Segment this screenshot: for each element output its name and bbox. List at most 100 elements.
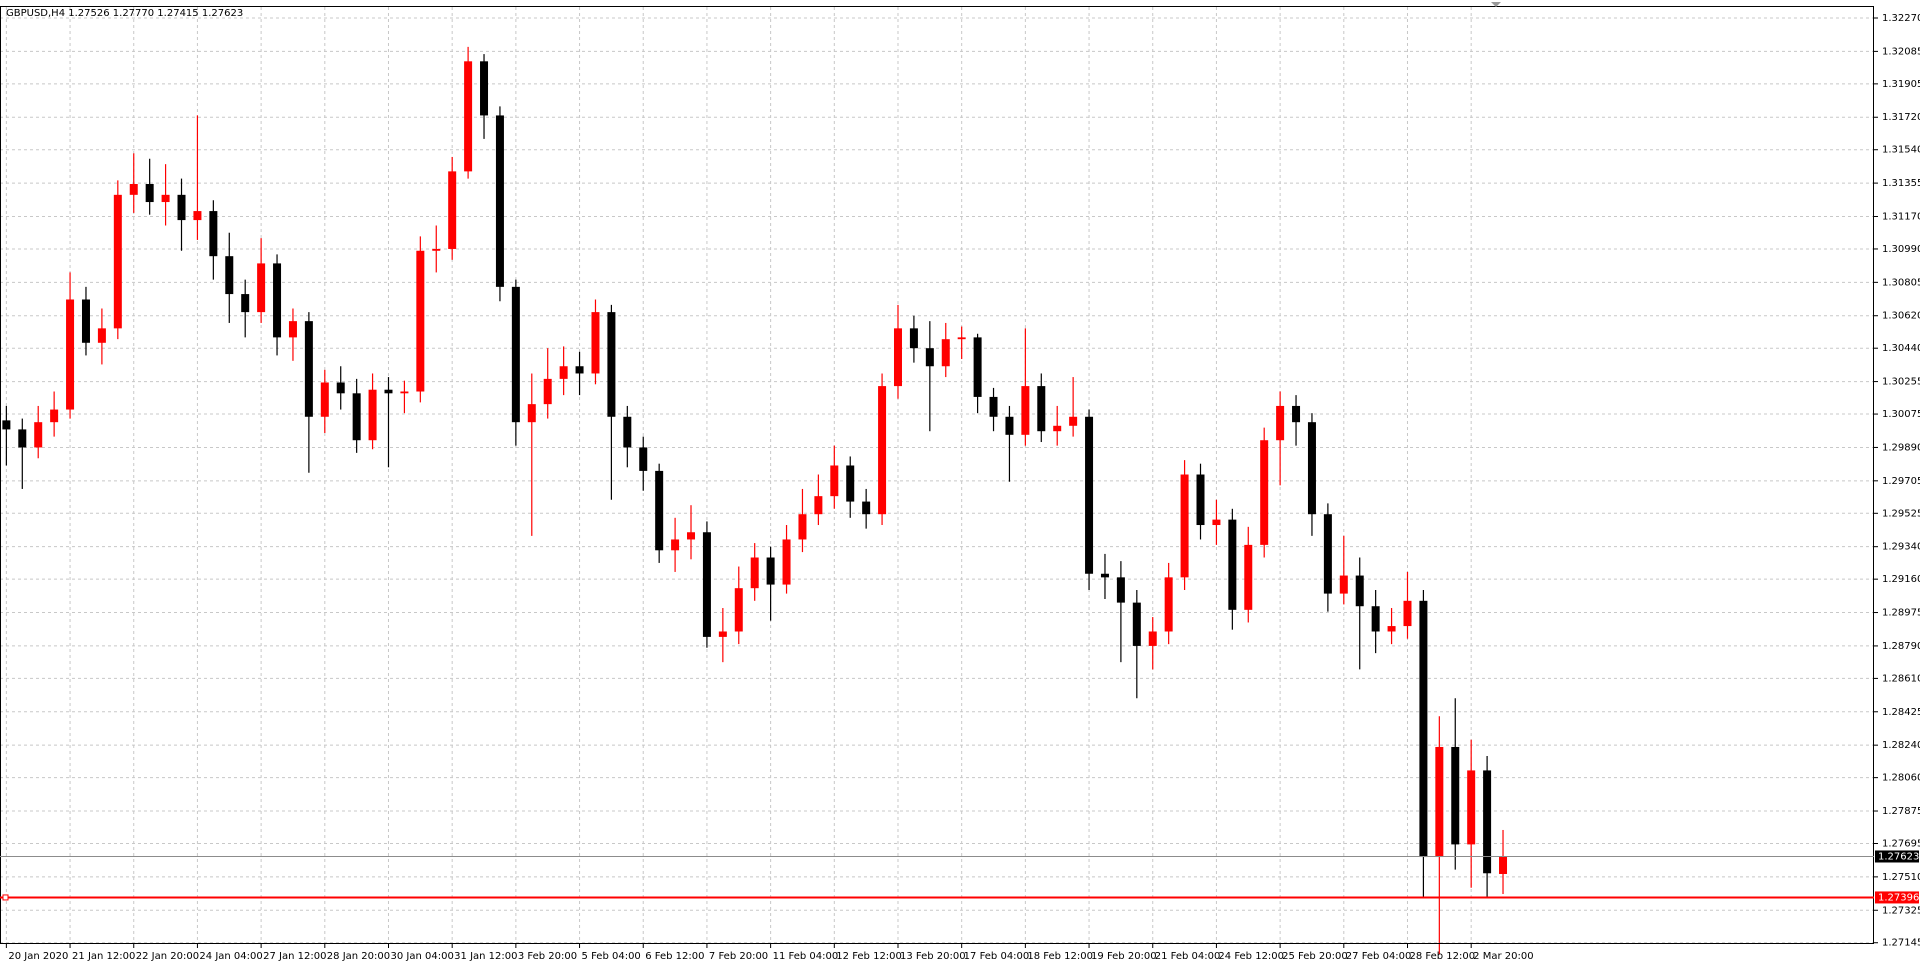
y-tick-label: 1.28060: [1882, 773, 1920, 784]
candle-body: [1292, 405, 1301, 423]
candle-body: [257, 263, 266, 313]
candle-body: [1005, 416, 1014, 435]
x-tick-label: 27 Feb 04:00: [1346, 951, 1412, 962]
candle-body: [50, 409, 59, 423]
y-tick-label: 1.27695: [1882, 838, 1920, 849]
candle-body: [718, 631, 727, 637]
candle-body: [336, 382, 345, 394]
candle-body: [909, 328, 918, 349]
candle-body: [177, 194, 186, 221]
candle-body: [1053, 425, 1062, 432]
y-tick-label: 1.30075: [1882, 409, 1920, 420]
candle-body: [734, 588, 743, 632]
candle-body: [241, 294, 250, 313]
candle-body: [1276, 405, 1285, 441]
candle-body: [1339, 575, 1348, 594]
y-tick-label: 1.28790: [1882, 641, 1920, 652]
candle-body: [273, 263, 282, 338]
candle-body: [1069, 416, 1078, 426]
candle-body: [1483, 770, 1492, 874]
x-tick-label: 28 Feb 12:00: [1409, 951, 1475, 962]
candle-body: [1132, 602, 1141, 646]
candle-body: [1435, 746, 1444, 858]
candle-body: [400, 391, 409, 394]
y-tick-label: 1.28425: [1882, 707, 1920, 718]
candle-body: [1499, 856, 1508, 874]
x-tick-label: 28 Jan 20:00: [327, 951, 390, 962]
candle-body: [766, 557, 775, 585]
candle-body: [957, 337, 966, 340]
candle-body: [1260, 440, 1269, 545]
y-tick-label: 1.28610: [1882, 673, 1920, 684]
x-tick-label: 27 Jan 12:00: [263, 951, 326, 962]
candle-body: [1085, 416, 1094, 574]
candle-body: [782, 539, 791, 585]
chart-title: GBPUSD,H4 1.27526 1.27770 1.27415 1.2762…: [6, 8, 243, 19]
candle-body: [798, 514, 807, 540]
candle-body: [288, 321, 297, 338]
candle-body: [368, 389, 377, 441]
y-tick-label: 1.30990: [1882, 244, 1920, 255]
x-tick-label: 5 Feb 04:00: [582, 951, 641, 962]
candle-body: [591, 312, 600, 374]
candle-body: [145, 184, 154, 203]
y-tick-label: 1.27510: [1882, 872, 1920, 883]
x-tick-label: 25 Feb 20:00: [1282, 951, 1348, 962]
x-tick-label: 12 Feb 12:00: [836, 951, 902, 962]
candle-body: [225, 256, 234, 295]
x-tick-label: 21 Jan 12:00: [72, 951, 135, 962]
candle-body: [925, 348, 934, 367]
candle-body: [862, 501, 871, 515]
candle-body: [432, 248, 441, 251]
candle-body: [66, 299, 75, 410]
candle-body: [1387, 626, 1396, 632]
candle-body: [161, 194, 170, 203]
candle-body: [846, 465, 855, 502]
candle-body: [1164, 577, 1173, 632]
candle-body: [830, 465, 839, 497]
candle-body: [129, 184, 138, 195]
x-tick-label: 21 Feb 04:00: [1155, 951, 1221, 962]
candle-body: [320, 382, 329, 417]
y-tick-label: 1.30255: [1882, 377, 1920, 388]
candle-body: [81, 299, 90, 343]
candle-body: [989, 396, 998, 417]
y-tick-label: 1.28975: [1882, 608, 1920, 619]
candle-body: [448, 171, 457, 249]
y-tick-label: 1.29160: [1882, 574, 1920, 585]
x-tick-label: 2 Mar 20:00: [1473, 951, 1533, 962]
candle-body: [1403, 600, 1412, 627]
y-tick-label: 1.27875: [1882, 806, 1920, 817]
y-tick-label: 1.32270: [1882, 13, 1920, 24]
candle-body: [1467, 770, 1476, 845]
candle-body: [893, 328, 902, 387]
candle-body: [495, 115, 504, 287]
candle-body: [1021, 386, 1030, 435]
x-tick-label: 19 Feb 20:00: [1091, 951, 1157, 962]
candle-body: [480, 61, 489, 116]
candle-body: [1100, 573, 1109, 578]
candle-body: [1371, 606, 1380, 632]
x-tick-label: 18 Feb 12:00: [1027, 951, 1093, 962]
candle-body: [1419, 600, 1428, 858]
y-tick-label: 1.31170: [1882, 211, 1920, 222]
y-tick-label: 1.29705: [1882, 476, 1920, 487]
candle-body: [814, 496, 823, 515]
candle-body: [702, 532, 711, 637]
current-price-label: 1.27623: [1878, 851, 1919, 862]
x-tick-label: 11 Feb 04:00: [773, 951, 839, 962]
candle-body: [687, 532, 696, 540]
candle-body: [941, 339, 950, 367]
x-tick-label: 17 Feb 04:00: [964, 951, 1030, 962]
y-tick-label: 1.31905: [1882, 79, 1920, 90]
plot-border: [0, 6, 1874, 944]
x-tick-label: 3 Feb 20:00: [518, 951, 577, 962]
x-tick-label: 30 Jan 04:00: [390, 951, 453, 962]
shift-marker: [1491, 2, 1501, 7]
y-tick-label: 1.30805: [1882, 277, 1920, 288]
y-tick-label: 1.31355: [1882, 178, 1920, 189]
candle-body: [1451, 746, 1460, 845]
y-tick-label: 1.32085: [1882, 46, 1920, 57]
